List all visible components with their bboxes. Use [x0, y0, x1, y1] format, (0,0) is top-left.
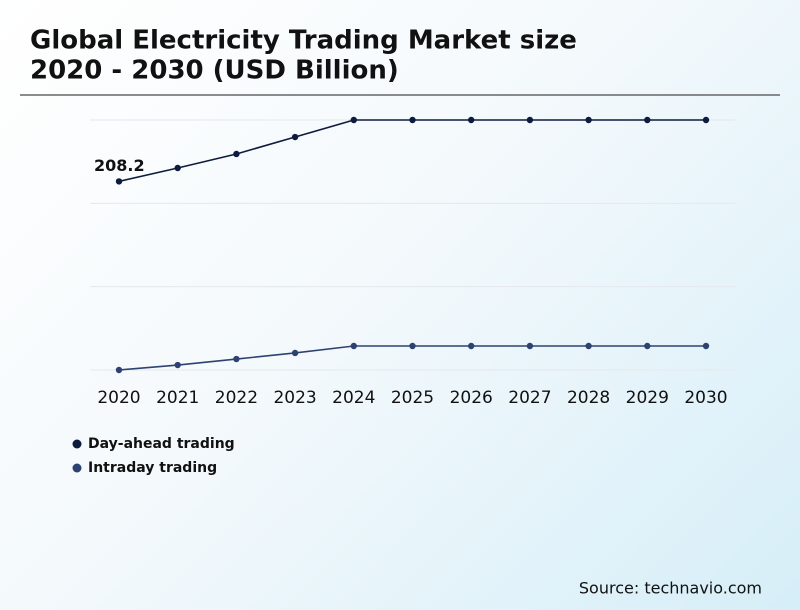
source: Source: technavio.com — [579, 579, 762, 598]
x-tick-label: 2021 — [156, 388, 199, 408]
x-tick-label: 2023 — [273, 388, 316, 408]
data-point — [115, 366, 123, 374]
x-tick-label: 2024 — [332, 388, 375, 408]
data-point — [115, 178, 123, 185]
data-point — [291, 349, 299, 357]
x-tick-label: 2025 — [391, 388, 434, 408]
data-point — [409, 342, 416, 350]
legend-marker — [72, 439, 82, 449]
legend-marker — [72, 463, 82, 473]
legend-label: Day-ahead trading — [88, 436, 235, 452]
series-line — [118, 345, 706, 371]
data-point — [585, 116, 592, 124]
x-tick-label: 2026 — [450, 388, 493, 408]
x-tick-label: 2030 — [684, 388, 727, 408]
data-point — [468, 116, 475, 124]
data-point — [702, 116, 710, 124]
x-tick-label: 2020 — [97, 388, 140, 408]
data-point — [350, 342, 357, 350]
data-point — [702, 342, 710, 350]
chart-subtitle: 2020 - 2030 (USD Billion) — [30, 56, 399, 86]
x-tick-label: 2029 — [626, 388, 669, 408]
data-point — [350, 116, 357, 124]
data-point — [291, 133, 299, 141]
data-point — [174, 361, 181, 369]
data-point — [233, 150, 240, 158]
data-point — [644, 342, 651, 350]
data-point — [526, 342, 534, 350]
series-line — [118, 119, 706, 183]
x-tick-label: 2027 — [508, 388, 551, 408]
data-label: 208.2 — [94, 156, 145, 175]
data-point — [468, 342, 475, 350]
chart-title: Global Electricity Trading Market size — [30, 26, 577, 56]
data-point — [409, 116, 416, 124]
data-point — [644, 116, 651, 124]
data-point — [585, 342, 592, 350]
data-point — [174, 164, 181, 172]
x-tick-label: 2022 — [215, 388, 258, 408]
legend-label: Intraday trading — [88, 460, 217, 476]
data-point — [526, 116, 534, 124]
x-tick-label: 2028 — [567, 388, 610, 408]
data-point — [233, 355, 240, 363]
